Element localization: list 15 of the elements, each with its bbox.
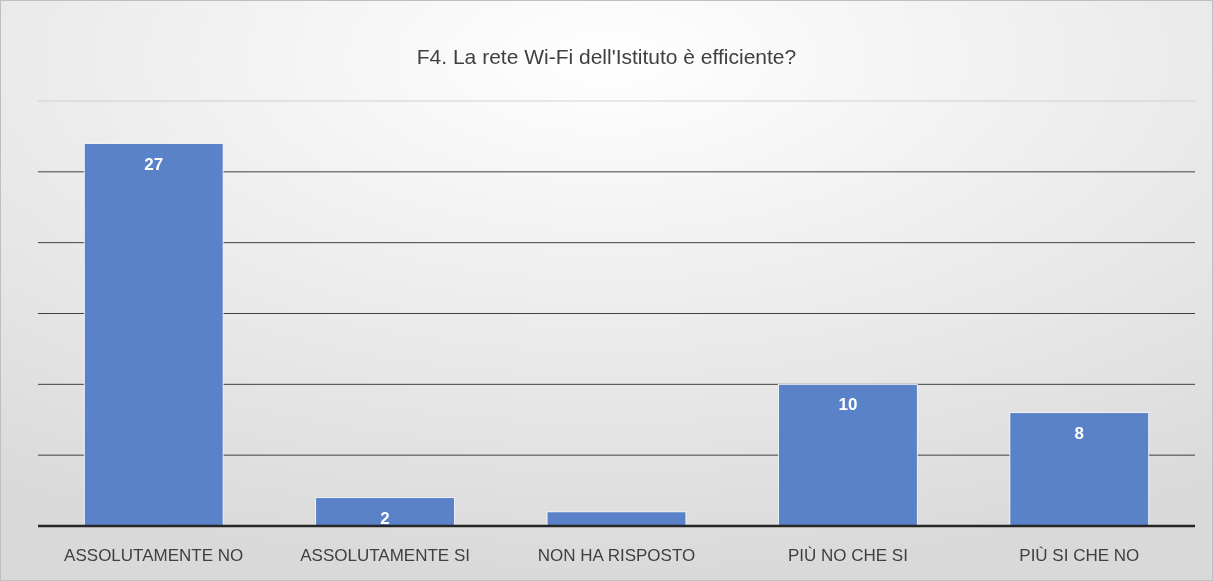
bar [546,511,687,527]
bar [778,383,918,527]
bar [1009,412,1150,527]
data-label: 2 [380,508,390,528]
x-tick-label: ASSOLUTAMENTE SI [300,546,470,565]
x-tick-label: NON HA RISPOSTO [537,546,696,565]
data-label: 8 [1074,423,1085,443]
x-tick-label: ASSOLUTAMENTE NO [64,546,244,565]
data-label: 27 [144,154,164,174]
x-tick-label: PIÙ NO CHE SI [787,546,908,565]
data-label: 10 [838,395,858,415]
chart-title: F4. La rete Wi-Fi dell'Istituto è efficiente? [416,45,797,68]
x-tick-label: PIÙ SI CHE NO [1019,546,1140,565]
bar [83,143,224,527]
bar [315,497,455,527]
